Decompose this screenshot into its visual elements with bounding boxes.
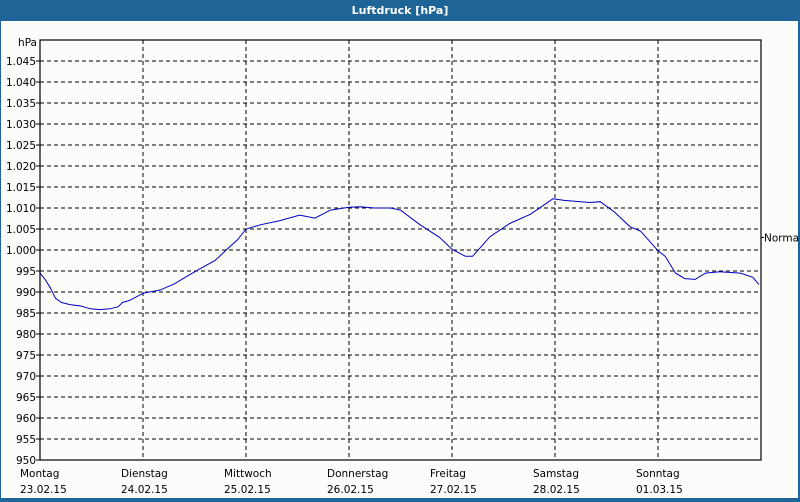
y-tick-label: 1.015 [6,182,36,194]
y-tick-label: 970 [16,371,36,383]
y-tick-label: 1.025 [6,140,36,152]
normal-label: Normal [764,232,798,244]
x-day-label: Dienstag [121,468,168,480]
y-tick-label: 995 [16,266,36,278]
x-axis: Montag 23.02.15 Dienstag 24.02.15 Mittwoch 25… [20,468,683,496]
y-tick-label: 980 [16,329,36,341]
x-day-label: Donnerstag [327,468,388,480]
y-tick-label: 955 [16,434,36,446]
x-day-label: Sonntag [636,468,680,480]
plot-border [39,39,762,461]
x-day-label: Samstag [533,468,579,480]
y-axis-label: hPa [18,37,37,49]
y-tick-label: 1.010 [6,203,36,215]
y-tick-label: 960 [16,413,36,425]
y-tick-label: 965 [16,392,36,404]
x-day-label: Freitag [430,468,466,480]
y-tick-label: 1.045 [6,56,36,68]
x-date-label: 25.02.15 [224,484,271,496]
y-tick-label: 1.020 [6,161,36,173]
chart-title: Luftdruck [hPa] [0,0,800,21]
pressure-line [39,198,760,311]
x-date-label: 27.02.15 [430,484,477,496]
grid-lines [40,40,761,460]
y-tick-label: 985 [16,308,36,320]
y-tick-label: 950 [16,455,36,467]
normal-marker: Normal [761,232,800,244]
x-date-label: 01.03.15 [636,484,683,496]
x-day-label: Montag [20,468,59,480]
x-date-label: 23.02.15 [20,484,67,496]
y-tick-label: 1.035 [6,98,36,110]
x-day-label: Mittwoch [224,468,272,480]
x-date-label: 24.02.15 [121,484,168,496]
y-tick-label: 1.030 [6,119,36,131]
chart-canvas: hPa 950 955 960 965 970 975 980 985 990 995 1.000 1… [1,21,800,498]
y-tick-label: 1.000 [6,245,36,257]
y-tick-label: 1.005 [6,224,36,236]
line-chart: hPa 950 955 960 965 970 975 980 985 990 995 1.000 1… [6,37,800,496]
y-axis: hPa 950 955 960 965 970 975 980 985 990 995 1.000 1… [6,37,40,467]
y-tick-label: 975 [16,350,36,362]
y-tick-label: 990 [16,287,36,299]
y-tick-label: 1.040 [6,77,36,89]
x-date-label: 26.02.15 [327,484,374,496]
x-date-label: 28.02.15 [533,484,580,496]
